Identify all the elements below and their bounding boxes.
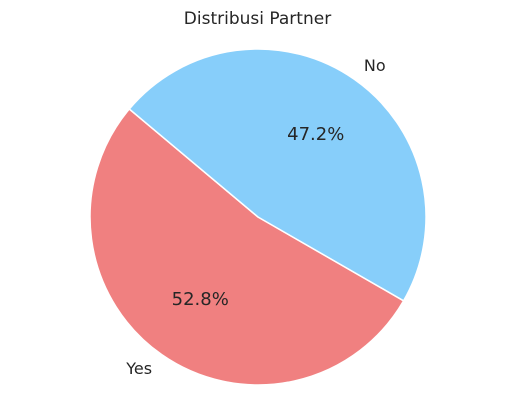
pie-slice-yes bbox=[89, 108, 405, 386]
pie-slice-no bbox=[128, 48, 427, 302]
slice-percent-no: 47.2% bbox=[287, 124, 344, 145]
chart-title: Distribusi Partner bbox=[184, 9, 331, 29]
pie-slices bbox=[89, 48, 427, 386]
slice-label-no: No bbox=[364, 56, 386, 75]
slice-label-yes: Yes bbox=[125, 359, 152, 378]
slice-percent-yes: 52.8% bbox=[172, 289, 229, 310]
pie-labels: Yes 52.8% No 47.2% bbox=[125, 56, 385, 378]
